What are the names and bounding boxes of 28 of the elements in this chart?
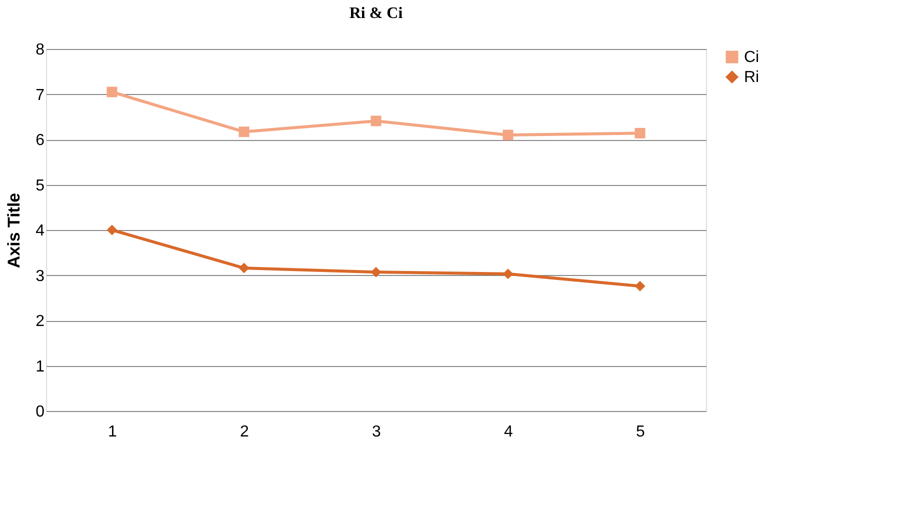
chart-title: Ri & Ci	[349, 5, 404, 22]
legend-label: Ci	[744, 49, 760, 66]
legend-label: Ri	[744, 69, 760, 86]
y-tick-label: 7	[36, 86, 45, 104]
point	[634, 128, 646, 138]
y-tick-label: 6	[36, 132, 45, 149]
point	[502, 268, 514, 280]
point	[238, 262, 250, 274]
point	[238, 126, 250, 138]
x-tick-label: 5	[636, 424, 646, 440]
y-tick-label: 8	[36, 42, 45, 58]
point	[370, 116, 382, 126]
x-tick-label: 3	[372, 424, 382, 440]
x-tick-label: 4	[504, 424, 514, 440]
point	[370, 266, 382, 278]
point	[106, 224, 118, 236]
x-tick-label: 2	[240, 424, 250, 440]
x-tick-label: 1	[108, 424, 118, 440]
point	[634, 280, 646, 292]
point	[502, 130, 514, 140]
y-tick-label: 0	[36, 404, 45, 420]
point	[106, 86, 118, 98]
y-tick-label: 3	[36, 268, 45, 285]
y-axis-title: Axis Title	[4, 192, 24, 268]
y-tick-label: 1	[36, 358, 45, 376]
y-tick-label: 2	[36, 313, 45, 330]
y-tick-label: 4	[36, 222, 45, 240]
y-tick-label: 5	[36, 177, 45, 194]
